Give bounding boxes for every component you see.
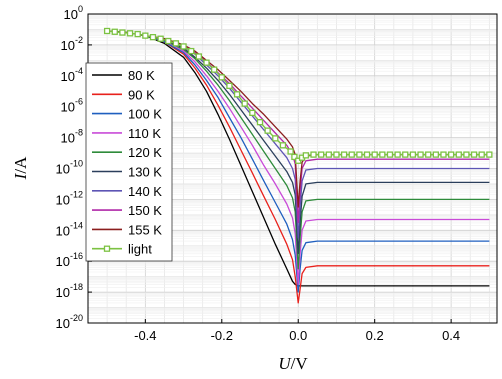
series-marker-light [149, 34, 157, 41]
x-tick-label: 0.2 [366, 328, 384, 343]
series-marker-light [172, 40, 180, 47]
series-marker-light [333, 151, 340, 158]
y-tick-label: 10-8 [61, 128, 83, 146]
y-tick-label: 10-18 [56, 282, 83, 300]
series-marker-light [180, 43, 187, 50]
series-marker-light [348, 151, 355, 158]
series-marker-light [119, 29, 126, 36]
y-tick-label: 10-20 [56, 313, 83, 331]
series-lines [103, 27, 493, 304]
series-marker-light [165, 37, 172, 45]
series-marker-light [310, 151, 317, 158]
series-marker-light [233, 91, 241, 98]
legend-label-3: 110 K [128, 126, 161, 141]
series-marker-light [318, 151, 325, 158]
series-marker-light [256, 119, 264, 126]
series-marker-light [402, 151, 409, 158]
y-axis-ticks: 100 10-2 10-4 10-6 10-8 10-10 10-12 10-14 10-16 1… [56, 4, 92, 331]
series-marker-light [249, 109, 256, 117]
legend-label-2: 100 K [128, 107, 162, 122]
series-marker-light [394, 151, 401, 158]
series-marker-light [425, 151, 432, 158]
series-marker-light [371, 151, 378, 158]
series-marker-light [272, 135, 279, 142]
series-marker-light [241, 100, 248, 107]
series-marker-light [203, 59, 210, 66]
series-marker-light [455, 151, 462, 158]
x-axis-title-var: U [278, 354, 292, 373]
y-tick-label: 10-10 [56, 159, 83, 177]
series-marker-light [440, 151, 447, 158]
x-tick-label: 0.0 [289, 328, 307, 343]
series-line-3 [107, 30, 490, 286]
series-marker-light [447, 151, 455, 158]
legend-label-9: light [128, 242, 152, 257]
series-marker-light [111, 28, 118, 35]
series-marker-light [478, 151, 485, 158]
series-marker-light [287, 148, 294, 155]
series-marker-light [325, 151, 332, 158]
series-marker-light [126, 30, 134, 37]
y-axis-title: I/A [11, 156, 30, 180]
legend: 80 K 90 K 100 K 110 K 120 K 130 K 140 K 150 K 15… [85, 62, 173, 262]
series-marker-light [340, 151, 348, 158]
series-marker-light [302, 152, 310, 159]
series-marker-light [463, 151, 470, 158]
y-tick-label: 100 [64, 4, 83, 22]
y-tick-label: 10-4 [61, 66, 83, 84]
y-tick-label: 10-6 [61, 97, 83, 115]
legend-label-1: 90 K [128, 87, 155, 102]
series-marker-light [210, 66, 218, 73]
series-marker-light [264, 127, 271, 134]
x-tick-label: 0.4 [442, 328, 460, 343]
series-marker-light [432, 151, 439, 158]
x-tick-label: -0.4 [134, 328, 156, 343]
series-marker-light [417, 151, 424, 158]
legend-marker-light [103, 245, 111, 252]
x-axis-ticks: -0.4 -0.2 0.0 0.2 0.4 [134, 319, 460, 343]
series-marker-light [470, 151, 478, 158]
y-tick-label: 10-14 [56, 220, 83, 238]
series-marker-light [188, 47, 195, 55]
series-marker-light [142, 32, 149, 39]
legend-label-7: 150 K [128, 203, 162, 218]
series-marker-light [356, 151, 363, 158]
series-line-1 [107, 30, 490, 304]
series-marker-light [486, 151, 493, 158]
x-axis-title-unit: /V [291, 354, 309, 373]
legend-label-4: 120 K [128, 145, 162, 160]
legend-label-5: 130 K [128, 165, 162, 180]
y-axis-title-unit: /A [11, 156, 30, 174]
legend-label-6: 140 K [128, 184, 162, 199]
series-marker-light [218, 74, 225, 81]
y-tick-label: 10-16 [56, 251, 83, 269]
series-line-0 [107, 30, 490, 287]
y-tick-label: 10-12 [56, 189, 83, 207]
series-marker-light [279, 142, 287, 149]
legend-box [85, 62, 173, 262]
series-marker-light [386, 151, 394, 158]
series-marker-light [195, 53, 203, 60]
series-marker-light [157, 35, 164, 42]
series-marker-light [291, 153, 298, 161]
legend-label-8: 155 K [128, 222, 162, 237]
x-axis-title: U/V [278, 354, 308, 373]
series-marker-light [363, 151, 371, 158]
series-marker-light [134, 30, 141, 38]
series-marker-light [226, 82, 233, 89]
series-line-4 [107, 30, 490, 270]
y-tick-label: 10-2 [61, 35, 83, 53]
series-marker-light [103, 27, 111, 35]
series-marker-light [379, 151, 386, 158]
legend-label-0: 80 K [128, 68, 155, 83]
series-line-2 [107, 30, 490, 293]
x-tick-label: -0.2 [211, 328, 233, 343]
series-marker-light [409, 151, 417, 158]
y-axis-title-var: I [11, 172, 30, 180]
